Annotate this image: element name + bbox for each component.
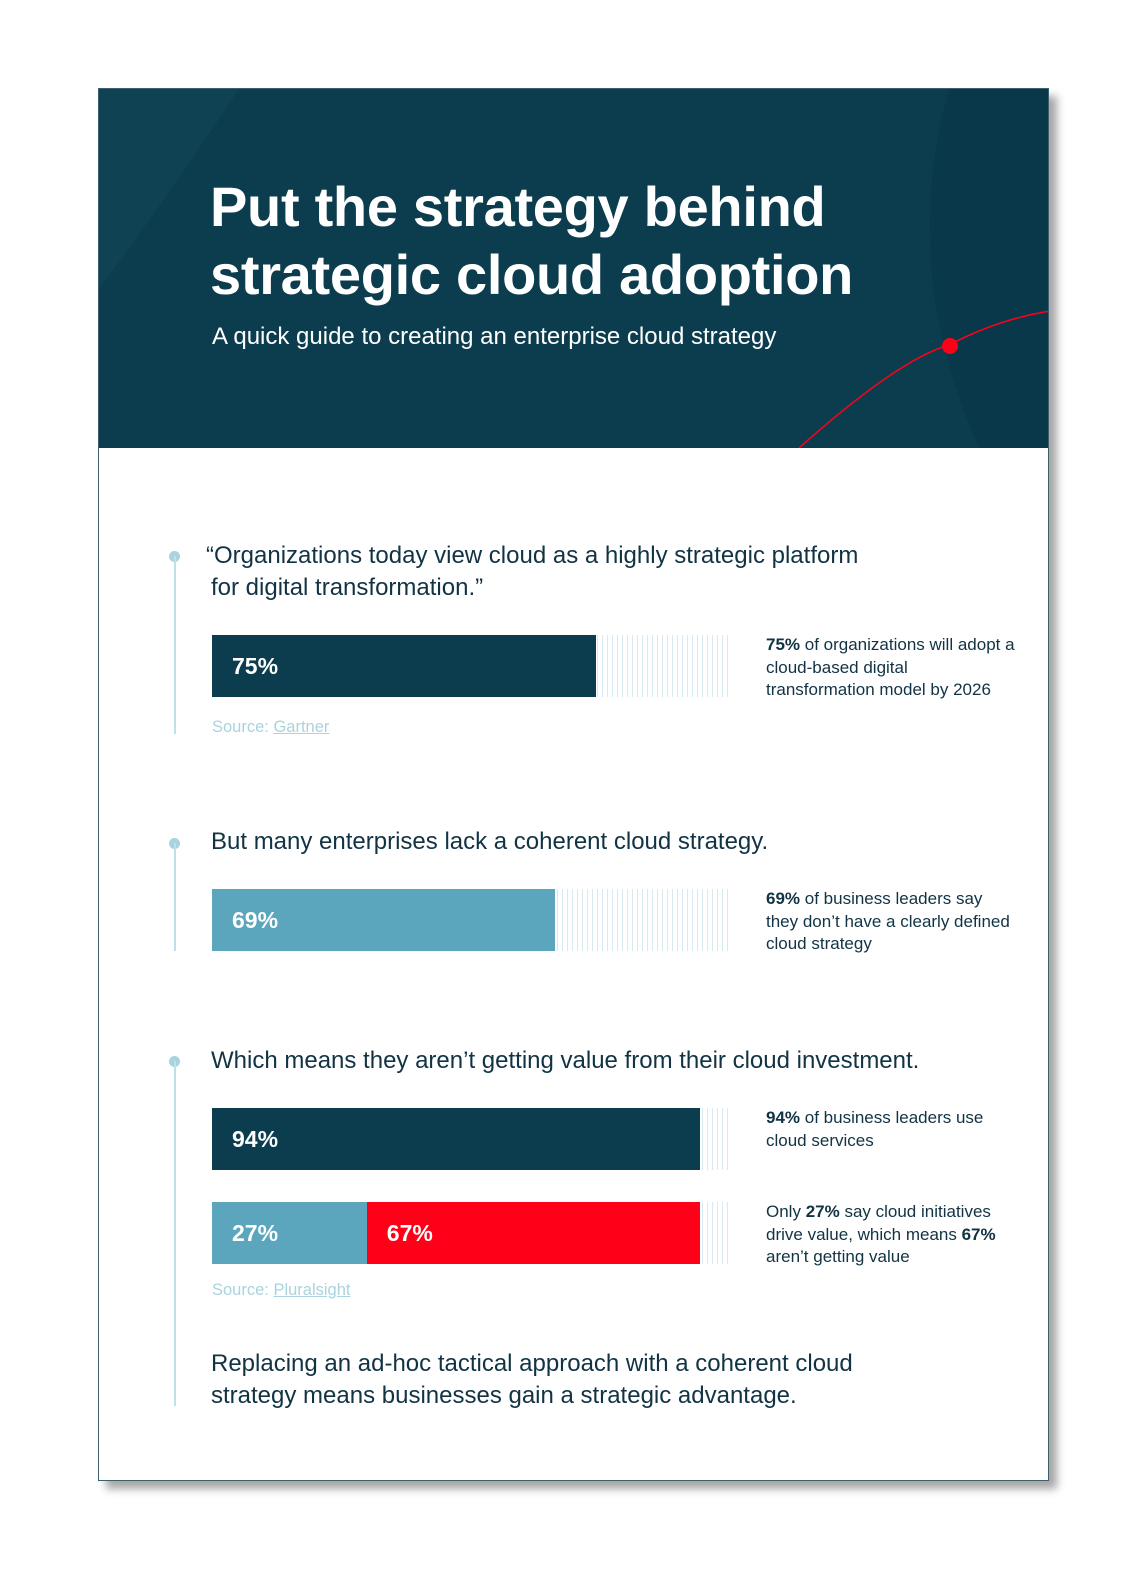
timeline-line xyxy=(174,843,176,951)
source-link-pluralsight[interactable]: Pluralsight xyxy=(273,1281,351,1299)
bar-fill: 75% xyxy=(212,635,597,697)
source: Source: Gartner xyxy=(212,718,330,736)
source: Source: Pluralsight xyxy=(212,1281,351,1299)
section-heading: But many enterprises lack a coherent clo… xyxy=(211,828,769,855)
page-title: Put the strategy behind strategic cloud a… xyxy=(210,175,854,306)
bar-fill: 94% xyxy=(212,1108,700,1170)
infographic-card: Put the strategy behind strategic cloud a… xyxy=(98,88,1049,1481)
bar-75: 75% xyxy=(212,635,728,697)
closing-statement: Replacing an ad-hoc tactical approach wi… xyxy=(211,1350,853,1409)
quote: “Organizations today view cloud as a hig… xyxy=(206,542,859,601)
stat-note: Only 27% say cloud initiatives drive val… xyxy=(766,1202,996,1266)
stat-note: 94% of business leaders use cloud servic… xyxy=(766,1108,984,1150)
bar-fill: 69% xyxy=(212,889,556,951)
bar-69: 69% xyxy=(212,889,728,951)
bar-fill-27: 27% xyxy=(212,1202,367,1264)
red-dot-icon xyxy=(942,338,958,354)
page-subtitle: A quick guide to creating an enterprise … xyxy=(212,323,777,350)
header-banner: Put the strategy behind strategic cloud a… xyxy=(99,89,1048,448)
bar-94: 94% xyxy=(212,1108,728,1170)
stat-note: 69% of business leaders say they don’t h… xyxy=(766,889,1010,953)
timeline-line xyxy=(174,1061,176,1406)
source-link-gartner[interactable]: Gartner xyxy=(273,718,330,736)
bar-27-67: 27% 67% xyxy=(212,1202,728,1264)
header-decoration xyxy=(99,89,1048,448)
stat-note: 75% of organizations will adopt a cloud-… xyxy=(766,635,1015,699)
section-heading: Which means they aren’t getting value fr… xyxy=(211,1047,920,1074)
timeline-line xyxy=(174,556,176,734)
bar-fill-67: 67% xyxy=(366,1202,700,1264)
